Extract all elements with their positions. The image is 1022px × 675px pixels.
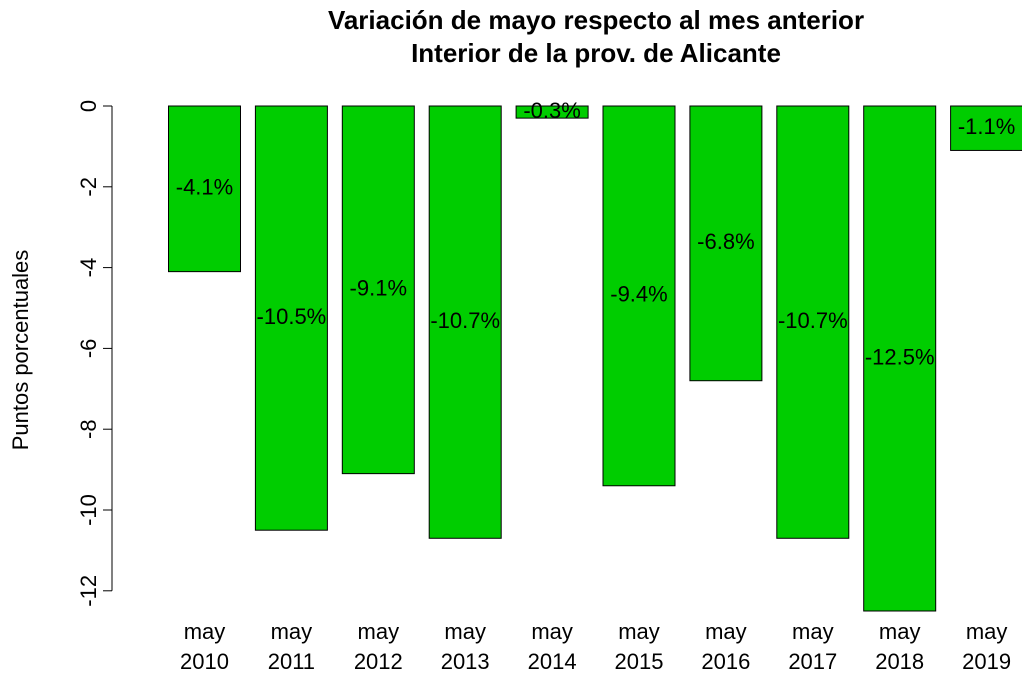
y-tick-label: -12 [76,575,101,607]
y-tick-label: -10 [76,494,101,526]
x-tick-label: may 2017 [788,619,838,674]
x-tick-label: may 2018 [875,619,925,674]
x-tick-label: may 2016 [701,619,751,674]
bar [341,105,415,475]
value-label: -10.7% [430,308,500,333]
x-tick-label: may 2014 [527,619,577,674]
x-tick-label: may 2013 [440,619,490,674]
y-tick-label: -6 [76,339,101,359]
value-label: -9.4% [610,282,667,307]
value-label: -9.1% [350,276,407,301]
bar [776,105,850,539]
bar [689,105,763,382]
y-tick-label: 0 [76,100,101,112]
bar [950,105,1022,151]
bar [168,105,241,273]
value-label: -12.5% [865,344,935,369]
y-axis-label: Puntos porcentuales [8,250,33,451]
x-tick-label: may 2012 [353,619,403,674]
value-label: -0.3% [523,98,580,123]
y-tick-label: -8 [76,419,101,439]
chart-subtitle: Interior de la prov. de Alicante [411,38,781,68]
value-label: -4.1% [176,175,233,200]
bar [515,105,589,119]
value-label: -1.1% [958,114,1015,139]
x-tick-label: may 2019 [962,619,1012,674]
x-tick-label: may 2010 [180,619,229,674]
value-label: -10.5% [257,304,327,329]
bar [428,105,502,539]
value-label: -6.8% [697,229,754,254]
bar [254,105,328,531]
bar [863,105,937,612]
chart-title: Variación de mayo respecto al mes anteri… [328,5,864,35]
x-tick-label: may 2015 [614,619,664,674]
x-tick-label: may 2011 [267,619,316,674]
bar [602,105,676,487]
value-label: -10.7% [778,308,848,333]
y-tick-label: -2 [76,177,101,197]
y-tick-label: -4 [76,258,101,278]
